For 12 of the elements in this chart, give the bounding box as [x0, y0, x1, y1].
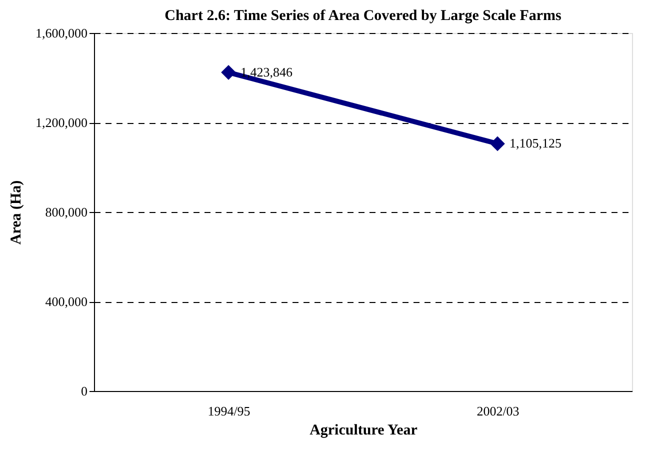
y-tick-label: 1,600,000 [36, 26, 88, 40]
chart-title: Chart 2.6: Time Series of Area Covered by Large Scale Farms [164, 8, 562, 24]
x-axis-title: Agriculture Year [310, 422, 418, 438]
x-tick-label: 2002/03 [476, 404, 520, 418]
y-tick-label: 0 [81, 384, 88, 398]
y-tick-label: 1,200,000 [36, 115, 88, 130]
data-label: 1,423,846 [240, 64, 293, 80]
x-tick-label: 1994/95 [208, 404, 250, 418]
y-axis-title: Area (Ha) [8, 180, 24, 245]
data-label: 1,105,125 [510, 136, 562, 151]
y-tick-label: 400,000 [45, 294, 88, 309]
y-tick-label: 800,000 [45, 204, 88, 220]
